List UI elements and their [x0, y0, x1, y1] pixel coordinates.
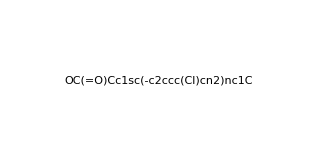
Text: OC(=O)Cc1sc(-c2ccc(Cl)cn2)nc1C: OC(=O)Cc1sc(-c2ccc(Cl)cn2)nc1C	[64, 76, 253, 85]
